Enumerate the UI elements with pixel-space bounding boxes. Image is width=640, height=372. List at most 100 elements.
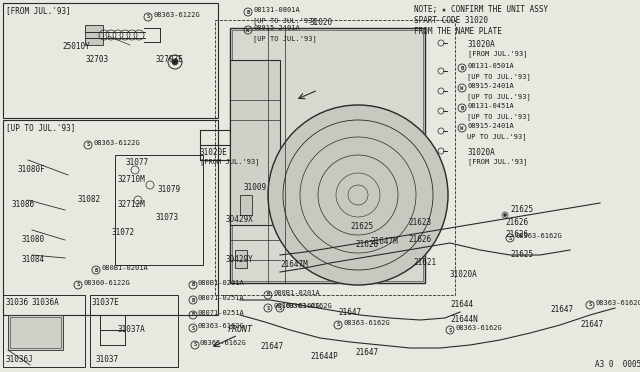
Bar <box>3 120 218 315</box>
Text: 31009: 31009 <box>244 183 267 192</box>
Text: B: B <box>94 267 98 273</box>
Text: FROM THE NAME PLATE: FROM THE NAME PLATE <box>414 27 502 36</box>
Text: 08131-0501A: 08131-0501A <box>467 63 514 69</box>
Text: 08071-0251A: 08071-0251A <box>198 295 244 301</box>
Circle shape <box>349 237 351 240</box>
Text: [FROM JUL.'93]: [FROM JUL.'93] <box>200 158 259 165</box>
Text: 080B1-0201A: 080B1-0201A <box>101 265 148 271</box>
Circle shape <box>504 214 506 217</box>
Text: 31020A: 31020A <box>468 40 496 49</box>
Text: 31036A: 31036A <box>32 298 60 307</box>
Bar <box>235 250 247 268</box>
Text: 08915-2401A: 08915-2401A <box>467 123 514 129</box>
Text: S: S <box>337 323 340 327</box>
Text: S: S <box>86 142 90 148</box>
Text: 08915-2401A: 08915-2401A <box>467 83 514 89</box>
Circle shape <box>412 253 415 257</box>
Text: 08363-6162G: 08363-6162G <box>285 303 332 309</box>
Text: 08363-6122G: 08363-6122G <box>153 12 200 18</box>
Text: [FROM JUL.'93]: [FROM JUL.'93] <box>468 158 527 165</box>
Text: B: B <box>191 282 195 288</box>
Text: S: S <box>266 305 269 311</box>
Text: 21626: 21626 <box>505 230 528 239</box>
Text: B: B <box>246 10 250 15</box>
Text: 31079: 31079 <box>158 185 181 194</box>
Bar <box>230 28 425 283</box>
Text: B: B <box>460 65 463 71</box>
Text: 21626: 21626 <box>505 218 528 227</box>
Text: 08360-6122G: 08360-6122G <box>83 280 130 286</box>
Text: S: S <box>278 305 282 311</box>
Text: 31086: 31086 <box>12 200 35 209</box>
Text: A3 0  0005: A3 0 0005 <box>595 360 640 369</box>
Text: W: W <box>246 28 250 32</box>
Circle shape <box>353 221 356 224</box>
Text: 31037: 31037 <box>95 355 118 364</box>
Text: 080B1-0201A: 080B1-0201A <box>273 290 320 296</box>
Circle shape <box>406 217 410 219</box>
Text: 21625: 21625 <box>510 250 533 259</box>
Text: 31082: 31082 <box>78 195 101 204</box>
Circle shape <box>268 105 448 285</box>
Text: 21644N: 21644N <box>450 315 477 324</box>
Text: 31072: 31072 <box>112 228 135 237</box>
Bar <box>230 60 280 225</box>
Bar <box>3 295 85 367</box>
Circle shape <box>412 231 415 234</box>
Text: 31084: 31084 <box>22 255 45 264</box>
Text: S: S <box>147 15 150 19</box>
Bar <box>115 155 203 265</box>
Text: 08071-0251A: 08071-0251A <box>198 310 244 316</box>
Text: W: W <box>460 125 463 131</box>
Text: 08363-6162G: 08363-6162G <box>273 303 320 309</box>
Text: 31036J: 31036J <box>6 355 34 364</box>
Text: 31073: 31073 <box>155 213 178 222</box>
Text: B: B <box>266 292 269 298</box>
Text: 08363-6162G: 08363-6162G <box>515 233 562 239</box>
Text: 08363-6122G: 08363-6122G <box>93 140 140 146</box>
Text: 32710M: 32710M <box>118 175 146 184</box>
Text: SPART CODE 31020: SPART CODE 31020 <box>414 16 488 25</box>
Text: S: S <box>588 302 591 308</box>
Text: 31037E: 31037E <box>92 298 120 307</box>
Text: 21647: 21647 <box>550 305 573 314</box>
Text: 32703: 32703 <box>85 55 108 64</box>
Text: 31077: 31077 <box>125 158 148 167</box>
Text: [FROM JUL.'93]: [FROM JUL.'93] <box>6 6 71 15</box>
Text: [UP TO JUL.'93]: [UP TO JUL.'93] <box>467 93 531 100</box>
Text: 08363-6162G: 08363-6162G <box>200 340 247 346</box>
Text: 08363-6162G: 08363-6162G <box>595 300 640 306</box>
Text: 31020E: 31020E <box>200 148 228 157</box>
Bar <box>215 20 455 295</box>
Text: 080B1-0201A: 080B1-0201A <box>198 280 244 286</box>
Text: 30429X: 30429X <box>225 215 253 224</box>
Text: S: S <box>449 327 452 333</box>
Text: [UP TO JUL.'93]: [UP TO JUL.'93] <box>467 73 531 80</box>
Bar <box>90 295 178 367</box>
Text: UP TO JUL.'93]: UP TO JUL.'93] <box>467 133 527 140</box>
Text: S: S <box>508 235 511 241</box>
Text: S: S <box>191 326 195 330</box>
Text: 21647: 21647 <box>580 320 603 329</box>
Text: 08915-2401A: 08915-2401A <box>253 25 300 31</box>
Text: 08363-6162G: 08363-6162G <box>198 323 244 329</box>
Text: NOTE; ★ CONFIRM THE UNIT ASSY: NOTE; ★ CONFIRM THE UNIT ASSY <box>414 5 548 14</box>
Text: [UP TO JUL.'93]: [UP TO JUL.'93] <box>6 123 76 132</box>
Bar <box>3 3 218 118</box>
Text: 32712M: 32712M <box>118 200 146 209</box>
Text: 21626: 21626 <box>355 240 378 249</box>
Bar <box>10 317 61 348</box>
Text: [UP TO JUL.'93]: [UP TO JUL.'93] <box>253 17 317 24</box>
Text: B: B <box>191 312 195 317</box>
Text: 31020A: 31020A <box>450 270 477 279</box>
Text: 21647: 21647 <box>338 308 361 317</box>
Text: B: B <box>460 106 463 110</box>
Text: 31036: 31036 <box>6 298 29 307</box>
Bar <box>8 315 63 350</box>
Text: 21623: 21623 <box>408 218 431 227</box>
Text: 08363-6162G: 08363-6162G <box>455 325 502 331</box>
Text: S: S <box>193 343 196 347</box>
Text: 21647M: 21647M <box>280 260 308 269</box>
Text: 31020: 31020 <box>310 18 333 27</box>
Text: 21644: 21644 <box>450 300 473 309</box>
